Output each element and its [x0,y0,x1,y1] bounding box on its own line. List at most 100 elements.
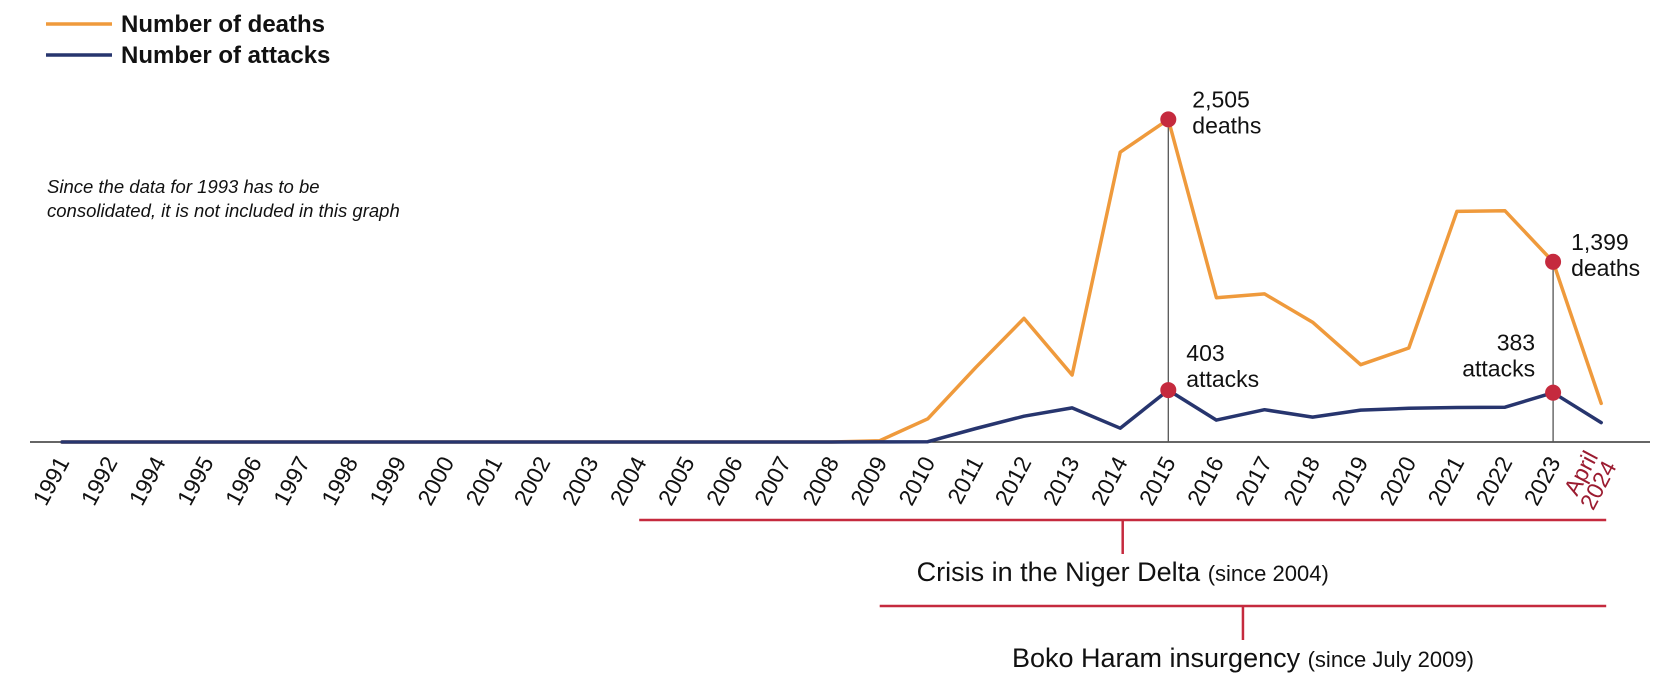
x-tick-label: 2018 [1278,452,1325,509]
highlight-unit-2023-attacks: attacks [1462,356,1535,382]
x-tick-label: 1994 [124,452,171,510]
x-tick-2002: 2002 [508,452,555,509]
highlight-drop-lines [1167,119,1554,442]
x-tick-label: 2007 [749,452,796,509]
highlight-value-2023-attacks: 383 [1497,330,1535,356]
legend-attacks-label: Number of attacks [121,42,330,69]
x-tick-label: 2023 [1519,452,1566,509]
x-tick-2019: 2019 [1326,452,1373,509]
x-tick-label: 2022 [1470,452,1517,509]
x-tick-2018: 2018 [1278,452,1325,509]
x-tick-label: 2017 [1230,452,1277,509]
x-tick-label: 1998 [316,452,363,509]
period-label: Crisis in the Niger Delta (since 2004) [917,557,1329,587]
highlight-value-2015-deaths: 2,505 [1192,86,1250,112]
x-axis-ticks: 1991 1992 1994 1995 1996 1997 1998 1999 2000 2001… [27,447,1621,514]
highlight-markers [1160,111,1562,401]
x-tick-1996: 1996 [220,452,267,509]
period-since: (since 2004) [1208,561,1329,586]
x-tick-1991: 1991 [27,452,74,509]
x-tick-2000: 2000 [412,452,459,509]
x-tick-label: 2014 [1086,452,1133,510]
x-tick-2023: 2023 [1519,452,1566,509]
x-tick-label: 2016 [1182,452,1229,509]
x-tick-2004: 2004 [605,452,652,510]
highlight-value-2015-attacks: 403 [1186,340,1224,366]
period-name: Crisis in the Niger Delta [917,557,1208,587]
x-tick-label: 2004 [605,452,652,510]
legend-deaths-label: Number of deaths [121,11,325,38]
x-tick-label: 2021 [1422,452,1469,509]
highlight-unit-2015-deaths: deaths [1192,112,1261,138]
x-tick-1999: 1999 [364,452,411,509]
x-tick-1992: 1992 [76,452,123,509]
series-line-number-of-deaths [60,117,1603,444]
x-tick-2007: 2007 [749,452,796,509]
chart-note: Since the data for 1993 has to be consol… [47,176,400,221]
series-lines [60,117,1603,444]
x-tick-label: 2013 [1038,452,1085,509]
x-tick-label: 2000 [412,452,459,509]
series-line-number-of-attacks [60,388,1603,444]
x-tick-2006: 2006 [701,452,748,509]
x-tick-1997: 1997 [268,452,315,509]
x-tick-2013: 2013 [1038,452,1085,509]
note-line-2: consolidated, it is not included in this… [47,200,400,221]
x-tick-label: 1999 [364,452,411,509]
x-tick-label: 2001 [460,452,507,509]
x-tick-2012: 2012 [989,452,1036,509]
periods: Crisis in the Niger Delta (since 2004) Bo… [639,518,1607,673]
x-tick-label: 2008 [797,452,844,509]
x-tick-2011: 2011 [942,452,988,508]
x-tick-2022: 2022 [1470,452,1517,509]
x-tick-2016: 2016 [1182,452,1229,509]
x-tick-label: 1996 [220,452,267,509]
period-boko-haram-insurgency: Boko Haram insurgency (since July 2009) [879,604,1607,673]
x-tick-2015: 2015 [1134,452,1181,509]
highlight-labels: 2,505deaths403attacks1,399deaths383attac… [1186,86,1640,392]
x-tick-label: 2006 [701,452,748,509]
period-crisis-in-the-niger-delta: Crisis in the Niger Delta (since 2004) [639,518,1607,587]
x-tick-1995: 1995 [172,452,219,509]
x-tick-label: 2009 [845,452,892,509]
x-tick-label: 2005 [653,452,700,509]
x-tick-label: 2011 [942,452,988,508]
x-tick-2003: 2003 [557,452,604,509]
x-tick-2009: 2009 [845,452,892,509]
period-name: Boko Haram insurgency [1012,643,1308,673]
x-tick-label: 2019 [1326,452,1373,509]
x-tick-2008: 2008 [797,452,844,509]
x-tick-label: 2012 [989,452,1036,509]
x-tick-label: 1991 [27,452,74,509]
x-tick-2021: 2021 [1422,452,1469,509]
x-tick-label: 2002 [508,452,555,509]
x-tick-label: 2003 [557,452,604,509]
legend: Number of deaths Number of attacks [46,11,330,69]
period-label: Boko Haram insurgency (since July 2009) [1012,643,1474,673]
x-tick-label: 2015 [1134,452,1181,509]
highlight-unit-2015-attacks: attacks [1186,366,1259,392]
period-since: (since July 2009) [1308,647,1474,672]
highlight-unit-2023-deaths: deaths [1571,255,1640,281]
x-tick-1998: 1998 [316,452,363,509]
x-tick-2017: 2017 [1230,452,1277,509]
x-tick-2001: 2001 [460,452,507,509]
x-tick-2010: 2010 [893,452,940,509]
highlight-value-2023-deaths: 1,399 [1571,229,1629,255]
x-tick-2020: 2020 [1374,452,1421,509]
highlight-marker-2015-attacks [1160,382,1177,399]
x-tick-label: 1997 [268,452,315,509]
highlight-marker-2023-attacks [1545,384,1562,401]
highlight-marker-2023-deaths [1545,253,1562,270]
x-tick-label: 2020 [1374,452,1421,509]
x-tick-2014: 2014 [1086,452,1133,510]
note-line-1: Since the data for 1993 has to be [47,176,320,197]
x-tick-2005: 2005 [653,452,700,509]
x-tick-label: 2010 [893,452,940,509]
x-tick-label: 1992 [76,452,123,509]
highlight-marker-2015-deaths [1160,111,1177,128]
x-tick-1994: 1994 [124,452,171,510]
x-tick-label: 1995 [172,452,219,509]
